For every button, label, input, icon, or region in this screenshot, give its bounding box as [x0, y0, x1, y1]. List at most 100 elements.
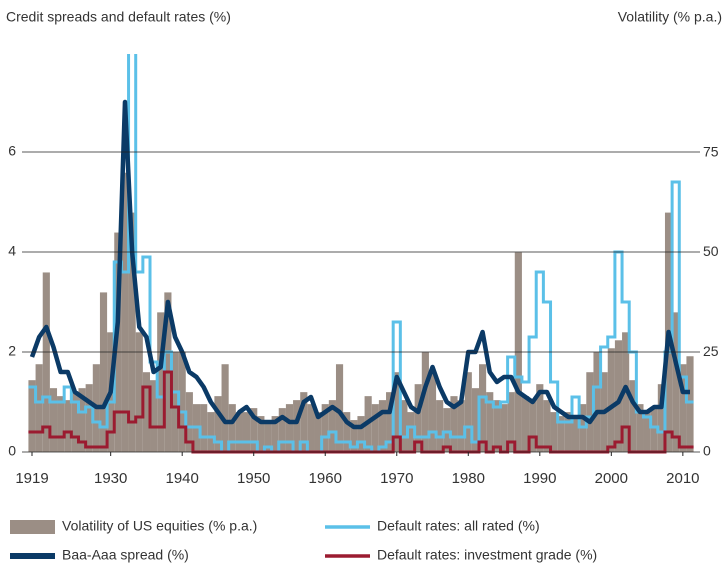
legend-label: Volatility of US equities (% p.a.) [62, 518, 257, 534]
volatility-bar [121, 172, 129, 452]
volatility-bar [343, 412, 351, 452]
volatility-bar [571, 416, 580, 452]
volatility-bar [507, 392, 515, 452]
y2-tick-label: 0 [703, 443, 711, 459]
y2-axis-label: Volatility (% p.a.) [618, 9, 722, 25]
volatility-bar [350, 420, 358, 452]
y-tick-label: 4 [8, 243, 16, 259]
volatility-bar [550, 412, 558, 452]
volatility-bar [428, 372, 437, 452]
y-tick-label: 0 [8, 443, 16, 459]
volatility-bar [536, 384, 544, 452]
volatility-bar [672, 312, 680, 452]
volatility-bar [185, 392, 193, 452]
volatility-bar [135, 332, 143, 452]
volatility-bar [471, 388, 480, 452]
volatility-bar [335, 364, 344, 452]
x-tick-label: 1990 [523, 470, 556, 487]
volatility-bar [285, 404, 294, 452]
volatility-bar [650, 408, 658, 452]
volatility-bar [228, 404, 236, 452]
volatility-bar [314, 412, 322, 452]
volatility-bar [64, 400, 72, 452]
volatility-bar [300, 392, 308, 452]
volatility-bar [564, 412, 572, 452]
volatility-bar [242, 412, 251, 452]
volatility-bar [278, 408, 286, 452]
x-tick-label: 1930 [94, 470, 127, 487]
volatility-bar [450, 396, 458, 452]
volatility-bar [486, 392, 494, 452]
volatility-bar [271, 416, 279, 452]
volatility-bar [207, 412, 215, 452]
legend-label: Default rates: all rated (%) [377, 518, 540, 534]
volatility-bar [500, 404, 508, 452]
volatility-bar [400, 400, 408, 452]
volatility-bar [436, 400, 444, 452]
volatility-bar [457, 400, 465, 452]
volatility-bar [386, 392, 394, 452]
y2-tick-label: 25 [703, 343, 719, 359]
volatility-bar [607, 348, 615, 452]
volatility-bar [293, 400, 301, 452]
volatility-bar [464, 372, 472, 452]
x-tick-label: 1919 [15, 470, 48, 487]
volatility-bar [57, 396, 65, 452]
volatility-bar [200, 404, 208, 452]
volatility-bar [214, 396, 222, 452]
volatility-bar [78, 388, 86, 452]
volatility-bar [657, 384, 665, 452]
legend-label: Default rates: investment grade (%) [377, 547, 597, 563]
y-tick-label: 2 [8, 343, 16, 359]
volatility-bar [307, 404, 315, 452]
legend-swatch [10, 520, 55, 534]
y-tick-label: 6 [8, 143, 16, 159]
volatility-bar [393, 372, 401, 452]
volatility-bar [407, 412, 415, 452]
volatility-bar [629, 380, 637, 452]
volatility-bar [443, 408, 451, 452]
volatility-bar [142, 372, 151, 452]
legend-label: Baa-Aaa spread (%) [62, 547, 189, 563]
volatility-bar [321, 404, 329, 452]
volatility-bar [221, 364, 229, 452]
y-axis-label: Credit spreads and default rates (%) [6, 9, 231, 25]
volatility-bar [235, 412, 243, 452]
volatility-bar [157, 312, 165, 452]
x-tick-label: 1940 [166, 470, 199, 487]
volatility-bar [371, 404, 379, 452]
volatility-bar [85, 384, 93, 452]
volatility-bar [557, 416, 565, 452]
volatility-bar [378, 400, 387, 452]
x-tick-label: 1960 [309, 470, 342, 487]
volatility-bar [421, 352, 429, 452]
volatility-bar [150, 380, 158, 452]
volatility-bar [614, 340, 623, 452]
default-rate-line [28, 54, 694, 454]
plot-area [28, 54, 694, 454]
volatility-bar [543, 400, 551, 452]
x-tick-label: 1970 [380, 470, 413, 487]
volatility-bar [28, 380, 36, 452]
volatility-bar [99, 292, 108, 452]
volatility-bar [593, 352, 601, 452]
x-tick-label: 1980 [452, 470, 485, 487]
volatility-bar [71, 392, 79, 452]
volatility-bar [479, 364, 487, 452]
volatility-bar [636, 404, 644, 452]
volatility-bar [586, 372, 594, 452]
volatility-bar [643, 412, 651, 452]
volatility-bar [328, 400, 336, 452]
volatility-bar [686, 356, 694, 452]
y2-tick-label: 50 [703, 243, 719, 259]
volatility-bar [679, 364, 687, 452]
volatility-bar [521, 396, 530, 452]
volatility-bar [35, 364, 43, 452]
spread-line [29, 99, 690, 430]
volatility-bar [49, 388, 58, 452]
x-tick-label: 2010 [666, 470, 699, 487]
volatility-bar [42, 272, 50, 452]
volatility-bar [178, 352, 186, 452]
volatility-bar [128, 212, 136, 452]
